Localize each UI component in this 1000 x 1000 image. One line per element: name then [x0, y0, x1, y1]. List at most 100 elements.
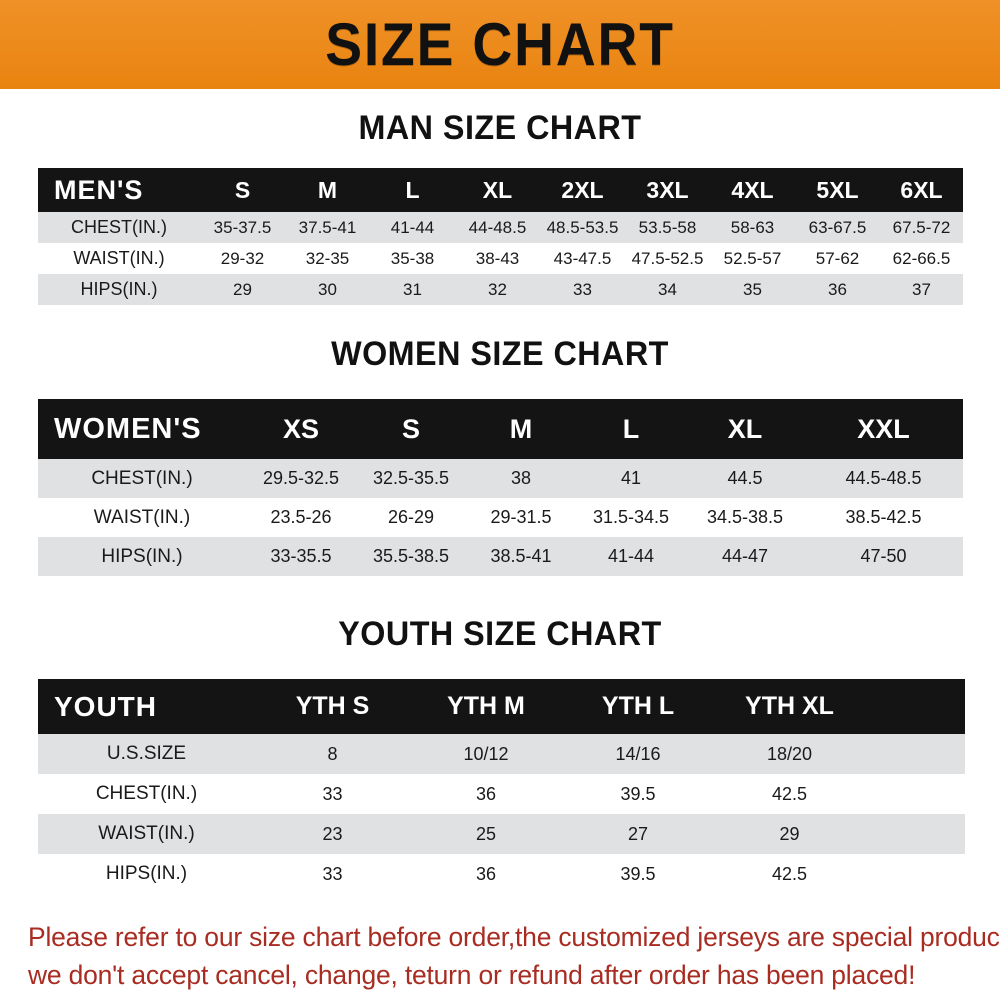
row-label: HIPS(IN.)	[101, 545, 183, 567]
women-corner-label: WOMEN'S	[54, 412, 202, 445]
table-row: WAIST(IN.) 29-32 32-35 35-38 38-43 43-47…	[38, 243, 963, 274]
table-row: HIPS(IN.) 29 30 31 32 33 34 35 36 37	[38, 274, 963, 305]
cell: 33	[322, 783, 343, 804]
cell: 58-63	[730, 217, 775, 237]
women-col-header: XL	[727, 413, 763, 444]
cell: 25	[475, 823, 497, 844]
cell: 67.5-72	[892, 217, 951, 237]
page-banner: SIZE CHART	[0, 0, 1000, 89]
cell: 35	[743, 279, 762, 299]
cell: 10/12	[463, 743, 509, 764]
cell: 36	[475, 863, 497, 884]
youth-size-table: YOUTH YTH S YTH M YTH L YTH XL U.S.SIZE …	[38, 679, 965, 894]
man-col-header: L	[405, 176, 420, 203]
table-row: CHEST(IN.) 29.5-32.5 32.5-35.5 38 41 44.…	[38, 459, 963, 498]
cell-spacer	[865, 774, 965, 814]
cell: 30	[318, 279, 337, 299]
youth-col-header: YTH L	[601, 692, 675, 720]
row-label: WAIST(IN.)	[93, 506, 191, 528]
cell: 35-37.5	[213, 217, 272, 237]
cell: 41-44	[390, 217, 435, 237]
table-row: WAIST(IN.) 23.5-26 26-29 29-31.5 31.5-34…	[38, 498, 963, 537]
cell: 62-66.5	[892, 248, 951, 268]
cell: 26-29	[387, 507, 435, 527]
man-col-header: 6XL	[900, 176, 943, 203]
row-label: HIPS(IN.)	[80, 279, 158, 299]
footer-note-line-2: we don't accept cancel, change, teturn o…	[28, 960, 916, 990]
cell: 29-32	[220, 248, 265, 268]
women-table-header-row: WOMEN'S XS S M L XL XXL	[38, 399, 963, 459]
cell-spacer	[865, 854, 965, 894]
table-row: HIPS(IN.) 33 36 39.5 42.5	[38, 854, 965, 894]
table-row: CHEST(IN.) 33 36 39.5 42.5	[38, 774, 965, 814]
cell: 33	[322, 863, 343, 884]
cell: 29-31.5	[490, 507, 552, 527]
cell: 38	[510, 468, 532, 488]
cell: 42.5	[771, 783, 808, 804]
women-col-header: S	[401, 413, 420, 444]
cell: 36	[475, 783, 497, 804]
row-label: CHEST(IN.)	[91, 467, 193, 489]
cell: 47.5-52.5	[631, 248, 704, 268]
youth-col-header: YTH M	[447, 692, 525, 720]
cell: 42.5	[771, 863, 808, 884]
row-label: CHEST(IN.)	[95, 783, 198, 804]
cell: 38.5-42.5	[845, 507, 922, 527]
cell: 33-35.5	[270, 546, 332, 566]
youth-corner-label: YOUTH	[54, 690, 157, 722]
cell: 14/16	[615, 743, 661, 764]
cell: 37	[912, 279, 931, 299]
women-col-header: XS	[282, 413, 320, 444]
cell: 57-62	[815, 248, 860, 268]
cell: 23.5-26	[270, 507, 332, 527]
cell: 29	[233, 279, 252, 299]
cell: 35.5-38.5	[372, 546, 450, 566]
row-label: WAIST(IN.)	[73, 248, 165, 268]
cell-spacer	[865, 734, 965, 774]
cell: 32	[488, 279, 507, 299]
man-size-table: MEN'S S M L XL 2XL 3XL 4XL 5XL 6XL CHEST…	[38, 168, 963, 305]
cell: 48.5-53.5	[546, 217, 619, 237]
cell: 36	[828, 279, 847, 299]
man-corner-label: MEN'S	[54, 174, 144, 205]
women-col-header: M	[509, 413, 533, 444]
row-label: HIPS(IN.)	[105, 863, 188, 884]
cell: 35-38	[390, 248, 435, 268]
cell: 47-50	[860, 546, 907, 566]
cell: 31.5-34.5	[592, 507, 670, 527]
youth-col-header: YTH XL	[745, 692, 834, 720]
cell: 32.5-35.5	[372, 468, 450, 488]
footer-note: Please refer to our size chart before or…	[28, 918, 1000, 994]
row-label: CHEST(IN.)	[71, 217, 167, 237]
youth-table-header-row: YOUTH YTH S YTH M YTH L YTH XL	[38, 679, 965, 734]
man-col-header: 4XL	[731, 176, 774, 203]
cell: 44.5-48.5	[845, 468, 922, 488]
man-section-title: MAN SIZE CHART	[358, 109, 642, 147]
women-section-title: WOMEN SIZE CHART	[331, 335, 669, 373]
women-col-header: XXL	[857, 413, 910, 444]
man-col-header: 5XL	[816, 176, 859, 203]
row-label: U.S.SIZE	[106, 743, 187, 764]
cell: 44-47	[721, 546, 769, 566]
banner-title: SIZE CHART	[325, 10, 675, 78]
cell: 27	[627, 823, 649, 844]
man-table-header-row: MEN'S S M L XL 2XL 3XL 4XL 5XL 6XL	[38, 168, 963, 212]
cell: 44-48.5	[468, 217, 527, 237]
cell: 38-43	[475, 248, 520, 268]
cell: 29.5-32.5	[262, 468, 340, 488]
cell: 23	[322, 823, 343, 844]
cell: 31	[403, 279, 422, 299]
cell: 41	[620, 468, 642, 488]
man-col-header: 2XL	[561, 176, 604, 203]
women-size-table: WOMEN'S XS S M L XL XXL CHEST(IN.) 29.5-…	[38, 399, 963, 576]
cell: 52.5-57	[723, 248, 782, 268]
women-col-header: L	[622, 413, 640, 444]
row-label: WAIST(IN.)	[98, 823, 195, 844]
cell: 39.5	[620, 863, 656, 884]
cell: 38.5-41	[490, 546, 552, 566]
man-col-header: S	[234, 176, 251, 203]
man-col-header: 3XL	[646, 176, 689, 203]
cell: 29	[779, 823, 800, 844]
cell: 32-35	[305, 248, 350, 268]
